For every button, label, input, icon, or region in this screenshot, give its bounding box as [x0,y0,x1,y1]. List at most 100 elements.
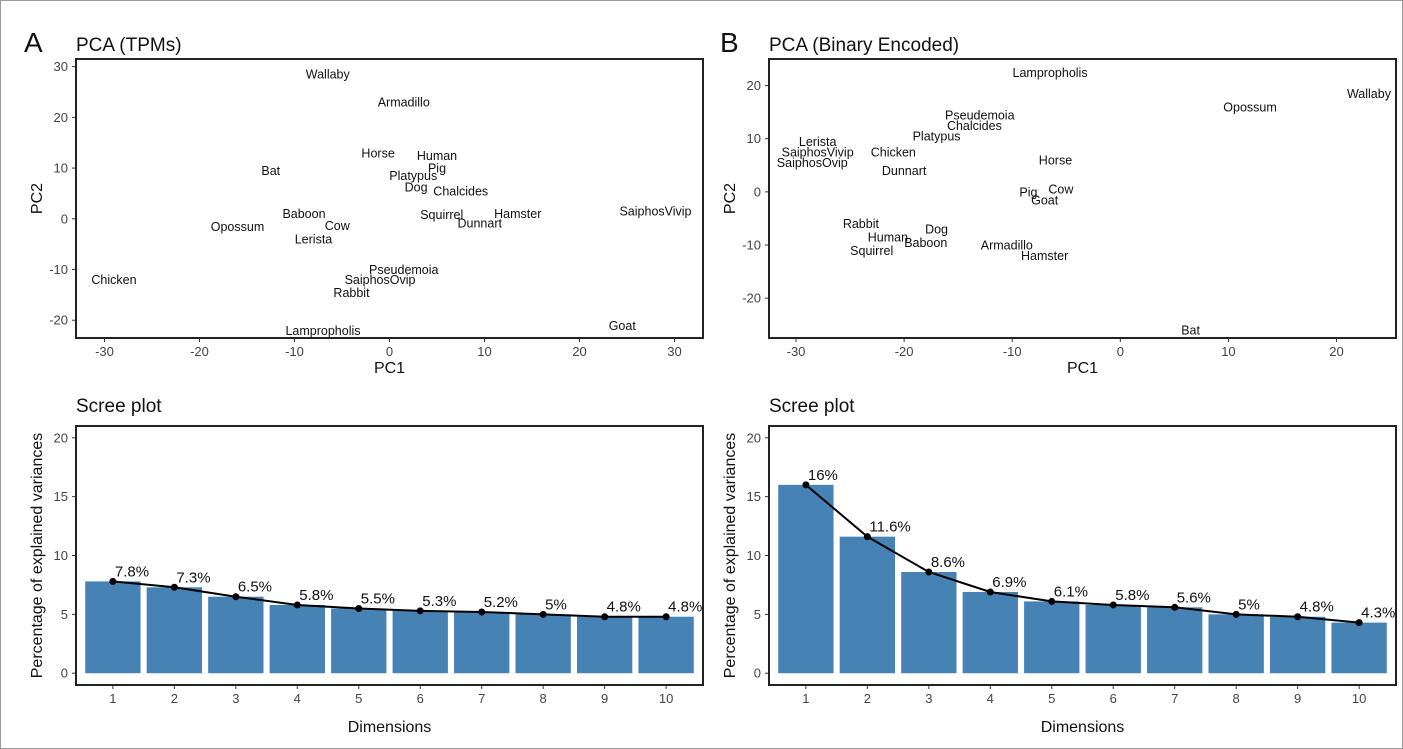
bar-data-label: 11.6% [869,519,910,536]
y-axis-title: PC2 [722,183,739,214]
y-tick-label: 5 [754,607,761,622]
point-label: Rabbit [333,286,370,300]
point-label: Chicken [91,273,136,287]
x-tick-label: 8 [540,691,547,706]
x-tick-label: 5 [1048,691,1055,706]
plot-title: PCA (Binary Encoded) [769,35,959,56]
bar-data-label: 5.8% [299,587,333,604]
x-tick-label: 7 [478,691,485,706]
bar [393,611,448,673]
bar-data-label: 6.5% [238,579,272,596]
bar [270,605,325,673]
bar-data-label: 5.6% [1177,589,1211,606]
point-label: Dog [405,180,428,194]
bar-data-label: 4.8% [668,599,702,616]
bar-data-label: 7.8% [115,563,149,580]
bar-data-label: 16% [808,467,838,484]
bar-data-label: 5.8% [1115,587,1149,604]
y-tick-label: -20 [742,291,761,306]
point-label: Goat [1031,193,1059,207]
y-tick-label: 0 [754,666,761,681]
x-tick-label: 8 [1233,691,1240,706]
y-tick-label: 20 [54,430,68,445]
point-label: Rabbit [843,217,880,231]
y-tick-label: 20 [747,430,761,445]
x-tick-label: 4 [987,691,994,706]
x-tick-label: 30 [667,344,681,359]
x-tick-label: 10 [1352,691,1366,706]
x-tick-label: -30 [787,344,806,359]
point-label: Goat [609,319,637,333]
x-tick-label: 1 [109,691,116,706]
bar [208,597,263,674]
plot-border [769,59,1396,338]
x-axis-title: Dimensions [348,719,432,736]
y-tick-label: -10 [49,262,68,277]
y-axis-title: PC2 [29,183,46,214]
bar [901,572,956,673]
x-tick-label: 1 [802,691,809,706]
point-label: Armadillo [378,96,430,110]
bar [1209,614,1264,673]
bar-data-label: 8.6% [931,554,965,571]
bar-data-label: 6.1% [1054,583,1088,600]
y-tick-label: 0 [754,184,761,199]
bar [638,617,693,674]
y-tick-label: 30 [54,59,68,74]
y-axis-title: Percentage of explained variances [29,433,46,679]
x-tick-label: 10 [659,691,673,706]
plot-title: PCA (TPMs) [76,35,182,56]
x-tick-label: -20 [190,344,209,359]
x-tick-label: 3 [232,691,239,706]
bar-data-label: 5% [1238,596,1260,613]
point-labels: Lampropholis Wallaby Opossum PseudemoiaChal… [777,66,1392,338]
bar [1270,617,1325,674]
point-label: Dunnart [882,164,927,178]
bar [963,592,1018,673]
point-label: Lampropholis [285,324,360,338]
y-tick-label: -20 [49,313,68,328]
y-tick-label: 5 [61,607,68,622]
plot-title: Scree plot [769,396,855,417]
bar-data-label: 7.3% [176,569,210,586]
x-tick-label: 2 [864,691,871,706]
scree-plot-b: Scree plot Dimensions Percentage of explai… [722,396,1396,736]
bar [840,537,895,674]
x-tick-label: 9 [1294,691,1301,706]
bar-data-label: 6.9% [992,574,1026,591]
point-label: Platypus [913,130,961,144]
y-tick-label: 15 [54,489,68,504]
point-label: Dunnart [458,216,503,230]
point-label: Human [868,231,908,245]
x-tick-label: -10 [1003,344,1022,359]
y-tick-label: 15 [747,489,761,504]
pca-tpm-plot: PCA (TPMs)PC1PC2-30 -20 -10 0 10 20 30-20-1001… [29,35,703,377]
point-label: Squirrel [850,244,893,258]
bar [147,587,202,673]
x-tick-label: 20 [572,344,586,359]
x-tick-label: 5 [355,691,362,706]
point-label: Opossum [211,220,265,234]
x-tick-label: 6 [1110,691,1117,706]
y-tick-label: -10 [742,238,761,253]
y-axis-title: Percentage of explained variances [722,433,739,679]
point-label: Horse [361,146,394,160]
x-tick-label: 6 [417,691,424,706]
bar [85,581,140,673]
bar [1086,605,1141,673]
x-axis-title: PC1 [1067,360,1098,377]
bar-data-label: 5.3% [422,593,456,610]
y-tick-label: 10 [54,161,68,176]
y-tick-label: 0 [61,666,68,681]
point-label: Lerista [295,233,333,247]
point-label: Bat [261,164,280,178]
point-label: Lampropholis [1013,66,1088,80]
bar [1331,623,1386,674]
x-tick-label: 10 [477,344,491,359]
x-tick-label: 0 [1117,344,1124,359]
y-tick-label: 10 [747,548,761,563]
bar [331,608,386,673]
bar [516,614,571,673]
point-label: Wallaby [1347,87,1392,101]
